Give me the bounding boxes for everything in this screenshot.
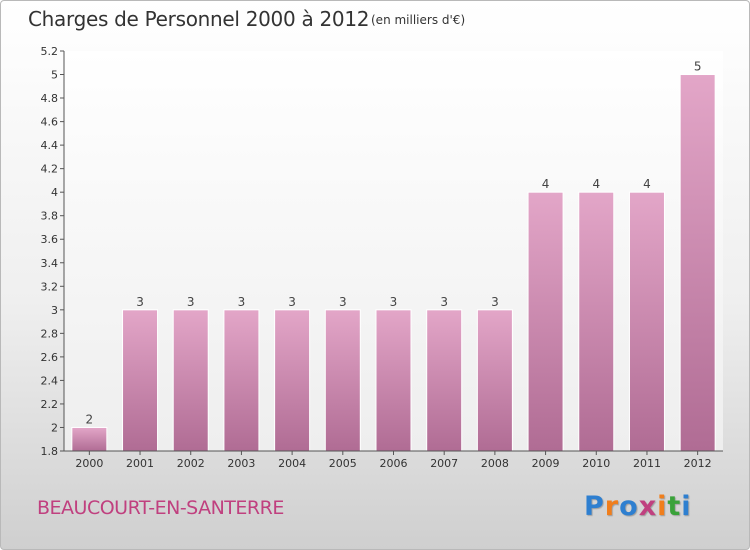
bar-2003: [223, 309, 260, 452]
logo-letter: i: [657, 491, 668, 522]
bar-value-label: 4: [643, 177, 651, 191]
bar-2001: [122, 309, 159, 452]
y-tick-label: 2.6: [41, 351, 59, 364]
bar-value-label: 2: [86, 412, 94, 426]
y-tick-label: 2.2: [41, 398, 59, 411]
x-tick-label: 2002: [177, 457, 205, 470]
x-tick-label: 2011: [633, 457, 661, 470]
y-tick-label: 3.4: [41, 257, 59, 270]
y-tick-label: 3.6: [41, 233, 59, 246]
bars: 2 3 3 3 3 3 3 3 3 4 4 4 5: [71, 60, 716, 452]
x-tick-label: 2001: [126, 457, 154, 470]
bar-value-label: 3: [288, 295, 296, 309]
y-tick-label: 4.8: [41, 92, 59, 105]
x-tick-label: 2003: [227, 457, 255, 470]
chart-title: Charges de Personnel 2000 à 2012: [28, 7, 370, 31]
y-tick-label: 4.2: [41, 163, 59, 176]
y-tick-label: 4.6: [41, 116, 59, 129]
commune-name: BEAUCOURT-EN-SANTERRE: [37, 497, 284, 519]
y-tick-label: 1.8: [41, 445, 59, 458]
bar-value-label: 3: [491, 295, 499, 309]
y-tick-label: 4.4: [41, 139, 59, 152]
bar-2010: [578, 191, 615, 452]
bar-value-label: 5: [694, 60, 702, 74]
logo-letter: r: [604, 491, 620, 522]
x-axis: 2000 2001 2002 2003 2004 2005 2006 2007 2008 2009…: [64, 450, 723, 470]
y-tick-label: 2: [51, 421, 58, 434]
bar-2007: [426, 309, 463, 452]
proxiti-logo: Proxiti: [584, 491, 692, 522]
y-axis: 1.8 2 2.2 2.4 2.6 2.8 3 3.2 3.4 3.6 3.8 4 4.2 4.4 4.6 4…: [41, 45, 65, 458]
bar-value-label: 3: [136, 295, 144, 309]
y-tick-label: 3: [51, 304, 58, 317]
logo-letter: t: [667, 491, 682, 522]
y-tick-label: 5: [51, 69, 58, 82]
logo-letter: x: [638, 491, 658, 522]
x-tick-label: 2004: [278, 457, 306, 470]
bar-value-label: 3: [187, 295, 195, 309]
bar-value-label: 3: [390, 295, 398, 309]
bar-2005: [324, 309, 361, 452]
x-tick-label: 2009: [532, 457, 560, 470]
bar-2009: [527, 191, 564, 452]
bar-value-label: 3: [440, 295, 448, 309]
bar-2004: [274, 309, 311, 452]
bar-2008: [476, 309, 513, 452]
x-tick-label: 2012: [684, 457, 712, 470]
chart-subtitle: (en milliers d'€): [371, 13, 466, 27]
y-tick-label: 2.4: [41, 374, 59, 387]
x-tick-label: 2006: [380, 457, 408, 470]
bar-2000: [71, 426, 108, 452]
x-tick-label: 2010: [582, 457, 610, 470]
x-tick-label: 2000: [75, 457, 103, 470]
bar-2011: [628, 191, 665, 452]
y-tick-label: 5.2: [41, 45, 59, 58]
logo-letter: i: [681, 491, 692, 522]
logo-letter: o: [619, 491, 639, 522]
x-tick-label: 2008: [481, 457, 509, 470]
bar-value-label: 3: [339, 295, 347, 309]
bar-value-label: 3: [238, 295, 246, 309]
y-tick-label: 3.8: [41, 210, 59, 223]
bar-2012: [679, 74, 716, 452]
logo-letter: P: [584, 491, 605, 522]
bar-value-label: 4: [542, 177, 550, 191]
x-tick-label: 2005: [329, 457, 357, 470]
bar-value-label: 4: [592, 177, 600, 191]
bar-2002: [172, 309, 209, 452]
x-tick-label: 2007: [430, 457, 458, 470]
bar-2006: [375, 309, 412, 452]
y-tick-label: 2.8: [41, 327, 59, 340]
y-tick-label: 3.2: [41, 280, 59, 293]
y-tick-label: 4: [51, 186, 58, 199]
